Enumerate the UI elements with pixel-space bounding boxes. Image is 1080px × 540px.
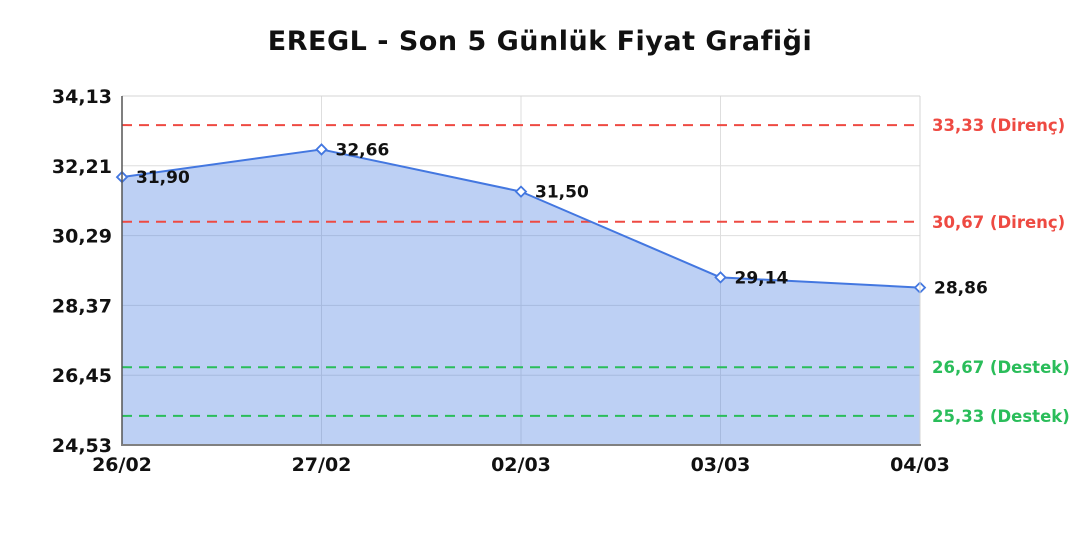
x-tick-label: 02/03 bbox=[491, 454, 551, 476]
price-line bbox=[115, 143, 927, 294]
labels: 33,33 (Direnç) 30,67 (Direnç) 26,67 (Deste… bbox=[52, 86, 1070, 476]
data-point-label: 32,66 bbox=[336, 140, 390, 160]
resistance-label: 33,33 (Direnç) bbox=[932, 116, 1065, 135]
y-tick-label: 30,29 bbox=[52, 226, 112, 248]
y-tick-label: 26,45 bbox=[52, 365, 112, 387]
resistance-label: 30,67 (Direnç) bbox=[932, 213, 1065, 232]
data-point-marker bbox=[714, 271, 727, 284]
axes bbox=[121, 95, 921, 446]
y-tick-label: 32,21 bbox=[52, 156, 112, 178]
reference-lines bbox=[122, 124, 920, 417]
data-point-label: 29,14 bbox=[735, 268, 789, 288]
x-tick-label: 03/03 bbox=[691, 454, 751, 476]
y-tick-label: 28,37 bbox=[52, 295, 112, 317]
y-tick-label: 24,53 bbox=[52, 435, 112, 457]
support-label: 25,33 (Destek) bbox=[932, 407, 1070, 426]
data-point-label: 31,50 bbox=[535, 183, 589, 203]
area-fill bbox=[122, 149, 920, 446]
x-tick-label: 04/03 bbox=[890, 454, 950, 476]
data-point-label: 31,90 bbox=[136, 168, 190, 188]
data-point-marker bbox=[315, 143, 328, 156]
data-point-marker bbox=[514, 185, 528, 198]
x-tick-label: 26/02 bbox=[92, 454, 152, 476]
data-point-label: 28,86 bbox=[934, 279, 988, 299]
x-tick-label: 27/02 bbox=[292, 454, 352, 476]
y-tick-label: 34,13 bbox=[52, 86, 112, 108]
chart-title: EREGL - Son 5 Günlük Fiyat Grafiği bbox=[267, 26, 813, 57]
area-series bbox=[122, 149, 920, 446]
support-label: 26,67 (Destek) bbox=[932, 358, 1070, 377]
